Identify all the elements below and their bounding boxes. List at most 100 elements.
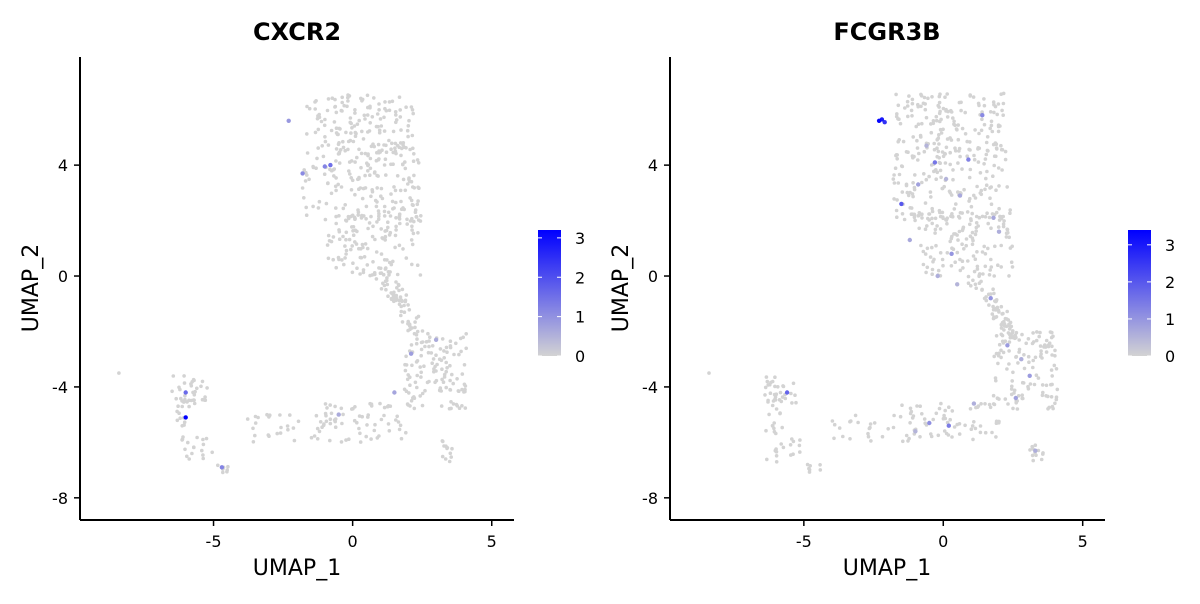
cell-point	[323, 135, 327, 139]
cell-point	[984, 140, 989, 145]
cell-point	[383, 229, 388, 233]
cell-point	[772, 429, 777, 434]
cell-point	[357, 147, 361, 152]
cell-point	[384, 108, 389, 113]
cell-point	[999, 326, 1004, 330]
cell-point	[892, 181, 897, 185]
cell-point	[983, 252, 988, 256]
cell-point	[395, 174, 400, 178]
cell-point	[323, 402, 328, 406]
cell-point	[910, 97, 915, 102]
cell-point	[911, 135, 915, 139]
cell-point	[966, 281, 971, 286]
cell-point	[988, 405, 993, 410]
cell-point	[912, 215, 917, 219]
cell-point	[304, 170, 308, 175]
cell-point	[351, 261, 355, 266]
cell-point	[956, 123, 960, 127]
cell-point	[382, 204, 387, 209]
cell-point	[774, 460, 779, 464]
cell-point	[978, 171, 983, 175]
cell-point	[359, 151, 364, 156]
cell-point	[170, 389, 174, 394]
cell-point	[818, 463, 822, 467]
cell-point	[987, 303, 991, 307]
cell-point	[359, 96, 363, 101]
x-tick-label: 5	[487, 532, 497, 551]
cell-point	[412, 395, 416, 399]
cell-point	[345, 104, 349, 109]
cell-point	[896, 117, 900, 121]
color-legend-ticks: 0 1 2 3	[538, 229, 585, 366]
cell-point	[391, 259, 395, 264]
cell-point	[1001, 222, 1006, 226]
cell-point	[917, 213, 921, 218]
cell-point	[203, 395, 207, 399]
cell-point	[972, 193, 976, 198]
y-tick-label: -8	[52, 489, 68, 508]
cell-point	[996, 129, 1001, 134]
cell-point	[334, 159, 338, 163]
cell-point	[448, 363, 452, 368]
cell-point	[350, 407, 354, 411]
cell-point	[334, 147, 339, 151]
cell-point	[985, 135, 990, 139]
cell-point	[995, 305, 1000, 310]
cell-point	[334, 131, 339, 135]
cell-point	[404, 354, 408, 359]
cell-point	[415, 158, 420, 162]
cell-point	[1050, 344, 1054, 349]
cell-point	[923, 227, 928, 231]
cell-point	[411, 159, 416, 163]
cell-point	[384, 287, 388, 292]
cell-point	[991, 287, 995, 292]
cell-point	[1005, 309, 1009, 314]
cell-point	[355, 122, 360, 126]
cell-point	[1007, 274, 1011, 278]
cell-point	[992, 110, 996, 115]
cell-point	[1002, 219, 1006, 223]
cell-point	[383, 157, 388, 161]
cell-point	[381, 281, 385, 286]
cell-point	[355, 266, 359, 271]
cell-point	[407, 118, 411, 123]
cell-point	[928, 255, 933, 259]
cell-point	[936, 433, 941, 438]
cell-point	[1053, 354, 1057, 358]
cell-point	[1021, 381, 1026, 385]
cell-point	[953, 149, 958, 153]
cell-point	[939, 175, 943, 180]
expressing-cell-point	[882, 120, 887, 125]
cell-point	[996, 361, 1000, 366]
cell-point	[305, 151, 310, 155]
cell-point	[189, 382, 193, 386]
cell-point	[962, 187, 966, 192]
cell-point	[975, 267, 980, 271]
cell-point	[773, 449, 778, 453]
cell-point	[379, 417, 384, 422]
cell-point	[869, 439, 873, 443]
cell-point	[397, 145, 402, 150]
cell-point	[945, 115, 950, 119]
cell-point	[344, 438, 348, 442]
expressing-cell-point	[784, 390, 790, 395]
expressing-cell-point	[949, 251, 954, 256]
cell-point	[993, 244, 997, 249]
cell-point	[344, 252, 348, 256]
cell-point	[954, 202, 958, 206]
cell-point	[355, 420, 359, 425]
cell-point	[455, 377, 459, 381]
cell-point	[968, 407, 973, 411]
cell-point	[302, 196, 306, 200]
cell-point	[388, 270, 392, 274]
cell-point	[398, 115, 403, 119]
cell-point	[344, 130, 348, 135]
cell-point	[386, 225, 390, 230]
cell-point	[945, 216, 949, 220]
cell-point	[976, 146, 980, 150]
cell-point	[374, 204, 379, 209]
cell-point	[968, 234, 973, 238]
cell-point	[924, 115, 929, 120]
expressing-cell-point	[907, 237, 912, 243]
cell-point	[922, 149, 927, 154]
